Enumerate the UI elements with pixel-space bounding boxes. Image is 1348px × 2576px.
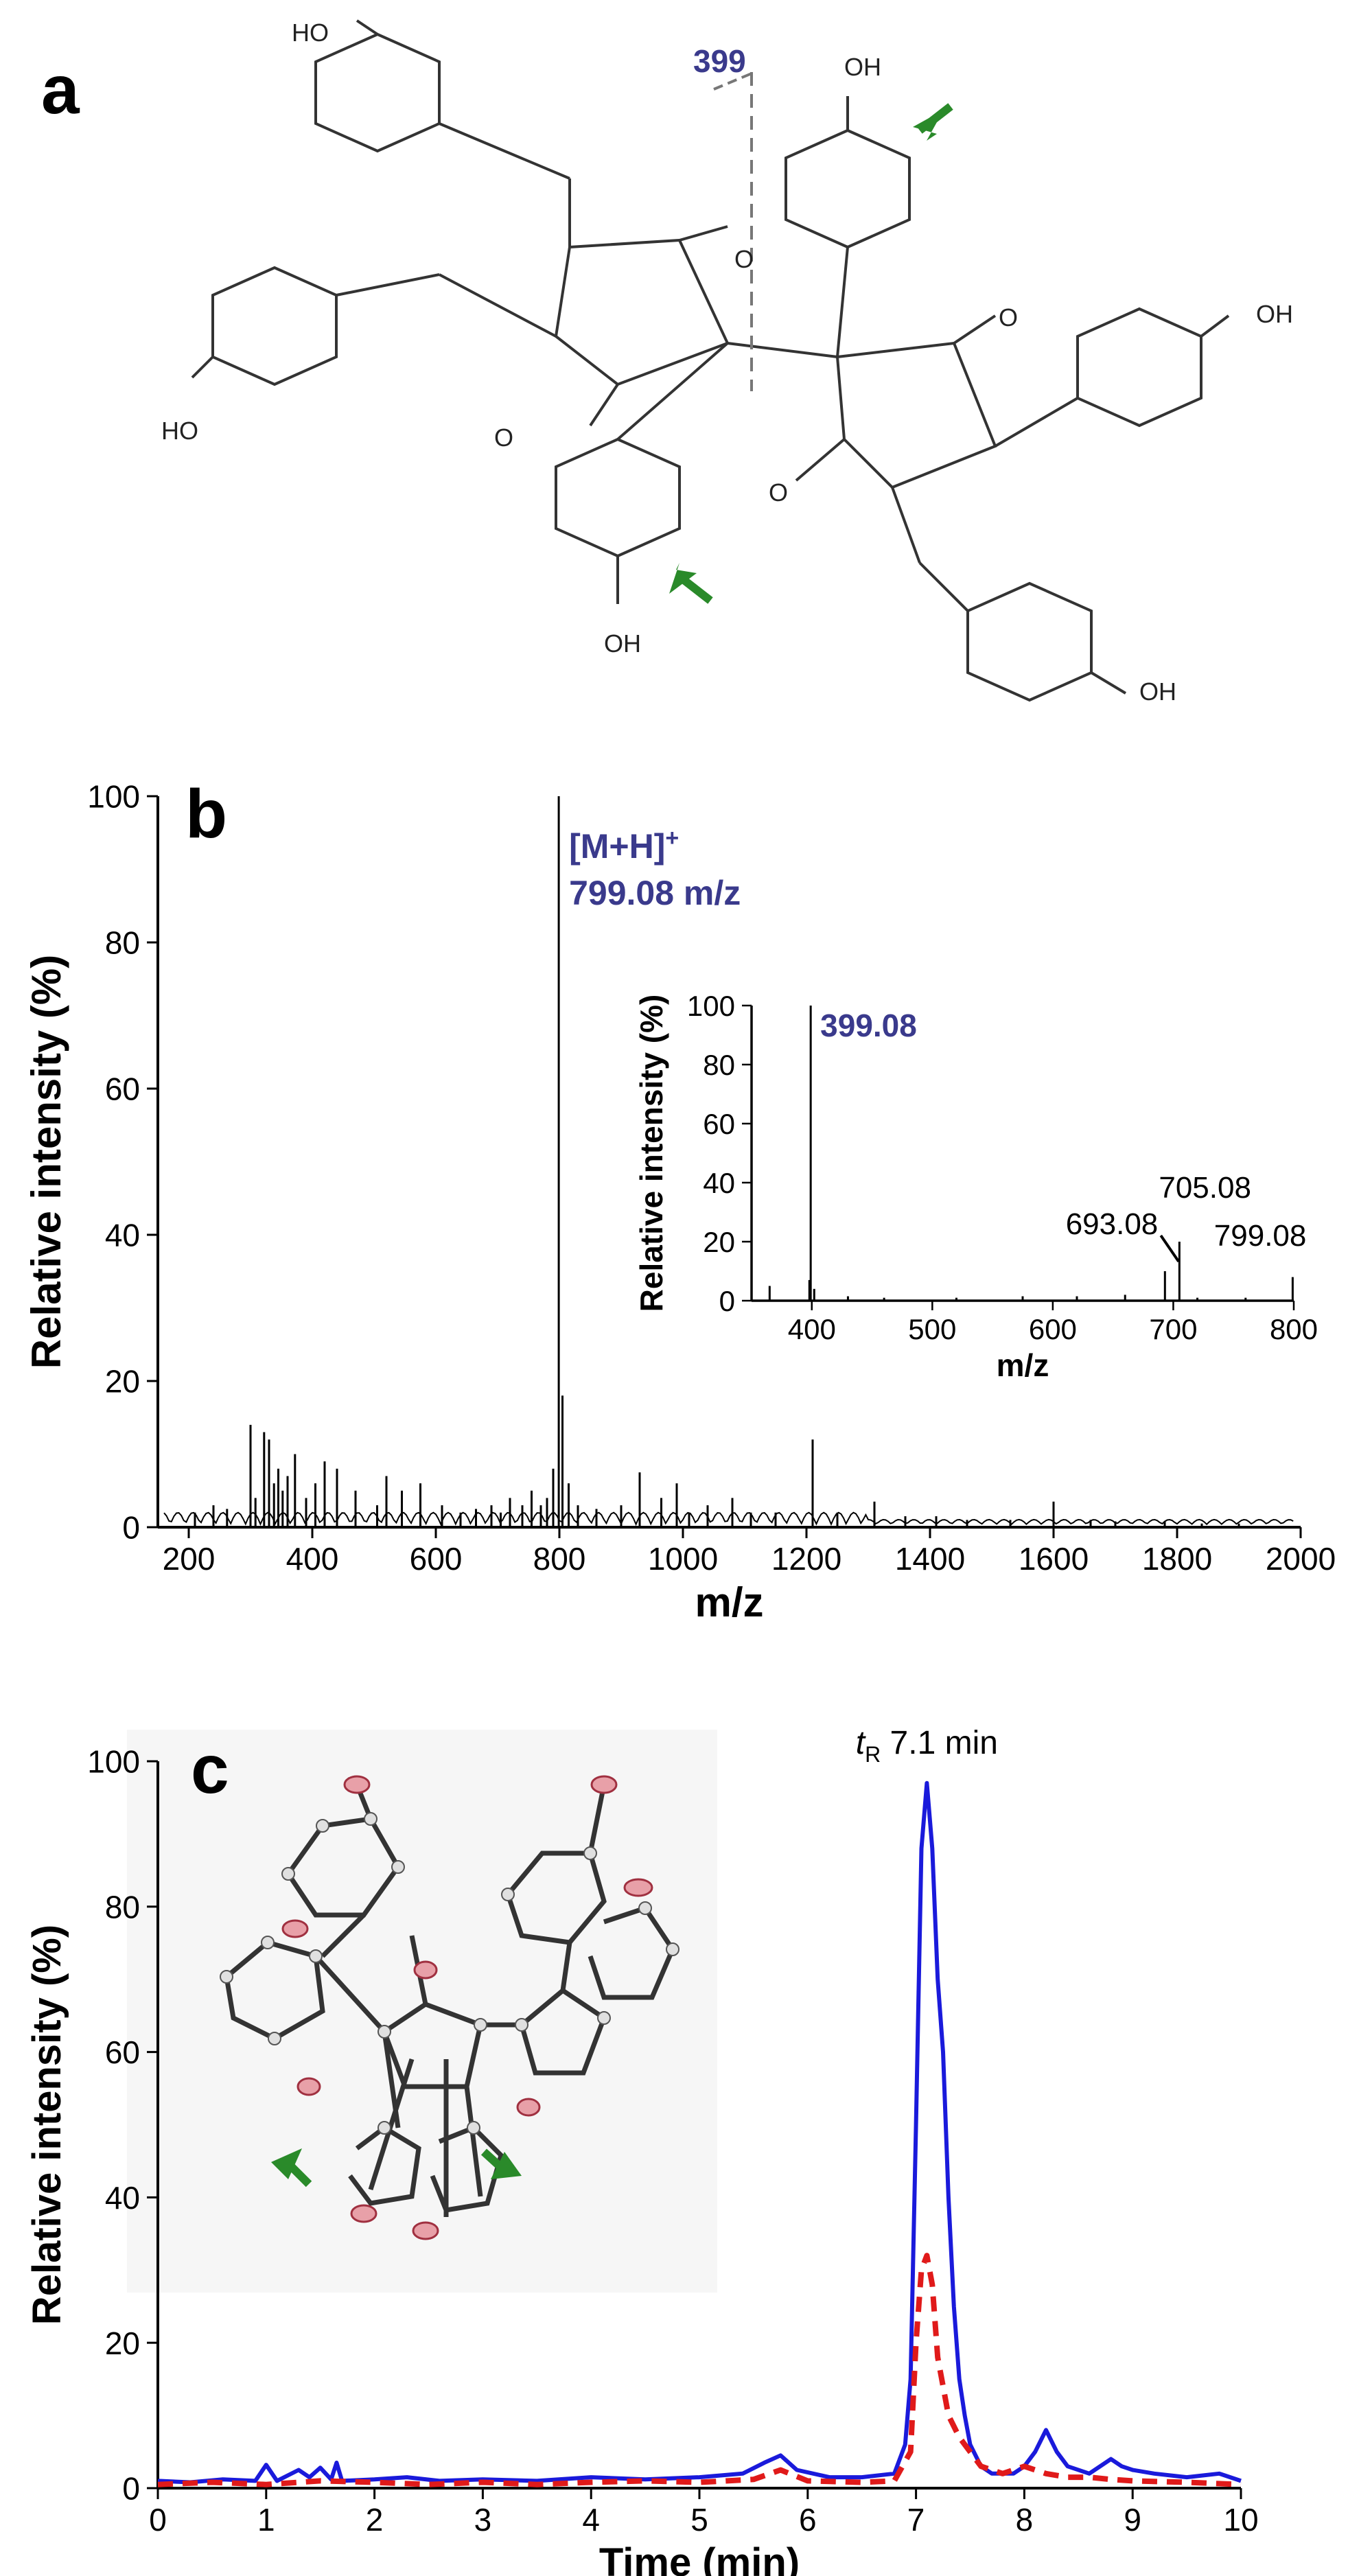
atom-label-oh-2: OH bbox=[1256, 300, 1293, 328]
inset-peak-label: 705.08 bbox=[1159, 1171, 1251, 1205]
atom-label-ho-2: HO bbox=[161, 417, 198, 445]
panel-c-letter: c bbox=[191, 1731, 229, 1808]
atom-label-o-3: O bbox=[999, 303, 1018, 332]
y-tick-label: 40 bbox=[703, 1167, 735, 1199]
inset-peak-label: 799.08 bbox=[1214, 1219, 1307, 1253]
y-tick-label: 20 bbox=[105, 2325, 140, 2361]
x-tick-label: 2 bbox=[366, 2502, 384, 2538]
x-tick-label: 500 bbox=[908, 1313, 956, 1345]
green-arrow-icon bbox=[271, 2148, 522, 2188]
y-tick-label: 20 bbox=[105, 1364, 140, 1400]
x-tick-label: 5 bbox=[690, 2502, 708, 2538]
atom-label-oh-3: OH bbox=[604, 629, 641, 658]
x-tick-label: 800 bbox=[533, 1541, 586, 1577]
y-tick-label: 40 bbox=[105, 2180, 140, 2216]
series-line-solid bbox=[157, 1780, 1242, 2485]
y-tick-label: 80 bbox=[703, 1049, 735, 1081]
series-line-dashed bbox=[157, 2253, 1242, 2487]
ring-cp-left bbox=[554, 238, 730, 386]
molecule-bonds bbox=[191, 19, 1230, 702]
x-tick-label: 8 bbox=[1016, 2502, 1034, 2538]
x-tick-label: 1 bbox=[257, 2502, 275, 2538]
chart-b-inset: 400 500 600 700 800 0 20 40 60 80 100 m/z Relative i… bbox=[634, 990, 1318, 1383]
y-tick-label: 80 bbox=[105, 925, 140, 961]
x-axis-title: Time (min) bbox=[599, 2540, 800, 2576]
ring-mid-right bbox=[1076, 307, 1202, 428]
inset-peak-label: 693.08 bbox=[1066, 1207, 1159, 1241]
atom-label-oh-1: OH bbox=[844, 53, 881, 81]
x-tick-label: 400 bbox=[788, 1313, 836, 1345]
x-tick-label: 1200 bbox=[771, 1541, 841, 1577]
y-tick-label: 0 bbox=[719, 1285, 735, 1317]
molecular-ion-label: [M+H]+ bbox=[569, 825, 679, 866]
x-tick-label: 0 bbox=[149, 2502, 167, 2538]
molecular-ion-mz: 799.08 m/z bbox=[569, 874, 741, 912]
x-tick-label: 9 bbox=[1124, 2502, 1141, 2538]
atom-label-oh-4: OH bbox=[1139, 677, 1176, 706]
ring-cp-right bbox=[835, 341, 997, 489]
x-tick-label: 4 bbox=[582, 2502, 600, 2538]
fragment-label: 399 bbox=[693, 43, 746, 79]
x-axis-title: m/z bbox=[997, 1347, 1049, 1383]
x-tick-label: 200 bbox=[163, 1541, 216, 1577]
y-tick-label: 0 bbox=[122, 2471, 140, 2507]
x-tick-label: 600 bbox=[1029, 1313, 1077, 1345]
panel-b-spectrum: b 200 400 600 800 1000 1200 1400 1600 1800 200002… bbox=[23, 776, 1336, 1625]
crystal-structure-image bbox=[127, 1730, 717, 2293]
y-tick-label: 20 bbox=[703, 1226, 735, 1258]
x-tick-label: 800 bbox=[1270, 1313, 1318, 1345]
panel-b-letter: b bbox=[185, 776, 227, 852]
ring-bottom-right bbox=[966, 581, 1093, 702]
x-tick-label: 1400 bbox=[895, 1541, 965, 1577]
x-tick-label: 10 bbox=[1223, 2502, 1258, 2538]
y-tick-label: 60 bbox=[105, 1071, 140, 1107]
y-tick-label: 80 bbox=[105, 1889, 140, 1925]
x-tick-label: 700 bbox=[1149, 1313, 1197, 1345]
x-tick-label: 6 bbox=[799, 2502, 817, 2538]
atom-label-o-2: O bbox=[494, 423, 513, 452]
panel-a-structure: a bbox=[41, 19, 1293, 706]
x-tick-label: 1600 bbox=[1019, 1541, 1089, 1577]
green-arrow-icon bbox=[669, 563, 713, 604]
y-tick-label: 100 bbox=[87, 1744, 140, 1780]
inset-base-peak-label: 399.08 bbox=[820, 1008, 917, 1043]
y-tick-label: 60 bbox=[703, 1108, 735, 1140]
green-arrow-icon bbox=[913, 103, 953, 141]
atom-label-o-1: O bbox=[734, 245, 754, 273]
x-tick-label: 7 bbox=[907, 2502, 925, 2538]
x-tick-label: 600 bbox=[410, 1541, 463, 1577]
y-axis-title: Relative intensity (%) bbox=[23, 955, 69, 1369]
x-tick-label: 400 bbox=[286, 1541, 339, 1577]
ring-mid-left bbox=[211, 266, 338, 386]
y-axis-title: Relative intensity (%) bbox=[634, 995, 669, 1312]
inset-peak-leader bbox=[1159, 1234, 1180, 1263]
x-tick-label: 1000 bbox=[648, 1541, 718, 1577]
x-tick-label: 3 bbox=[474, 2502, 492, 2538]
ring-bottom-left bbox=[555, 437, 681, 558]
y-tick-label: 0 bbox=[122, 1510, 140, 1546]
atom-label-o-4: O bbox=[769, 478, 788, 507]
spectrum-baseline bbox=[163, 1511, 1294, 1527]
fragment-tick bbox=[713, 71, 756, 91]
y-tick-label: 60 bbox=[105, 2034, 140, 2070]
retention-time-label: tR 7.1 min bbox=[856, 1725, 998, 1767]
y-tick-label: 40 bbox=[105, 1218, 140, 1253]
x-axis-title: m/z bbox=[695, 1579, 763, 1625]
ring-top-right bbox=[785, 128, 911, 249]
x-tick-label: 2000 bbox=[1266, 1541, 1336, 1577]
panel-a-letter: a bbox=[41, 51, 80, 128]
chart-b-main: 200 400 600 800 1000 1200 1400 1600 1800 20000204… bbox=[23, 779, 1336, 1625]
x-tick-label: 1800 bbox=[1142, 1541, 1212, 1577]
y-tick-label: 100 bbox=[687, 990, 735, 1022]
atom-label-ho-1: HO bbox=[292, 19, 329, 47]
y-tick-label: 100 bbox=[87, 779, 140, 815]
ring-top-left bbox=[314, 32, 441, 153]
y-axis-title: Relative intensity (%) bbox=[25, 1925, 69, 2325]
